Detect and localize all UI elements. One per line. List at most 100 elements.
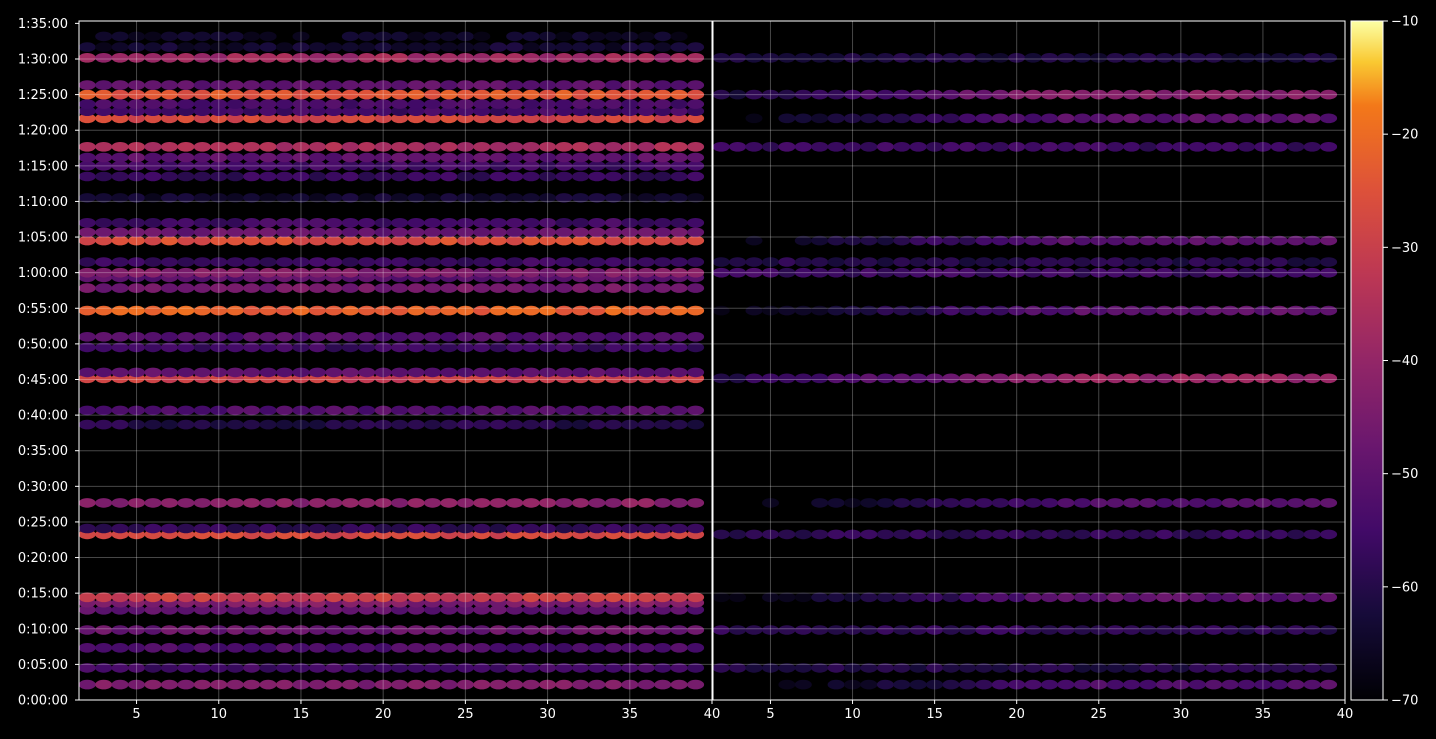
spectrogram-cell — [555, 193, 573, 203]
spectrogram-cell — [991, 373, 1009, 384]
spectrogram-cell — [193, 152, 211, 163]
spectrogram-cell — [160, 643, 178, 653]
spectrogram-cell — [456, 523, 474, 534]
spectrogram-cell — [177, 257, 195, 267]
spectrogram-cell — [325, 523, 343, 534]
spectrogram-cell — [473, 305, 491, 316]
spectrogram-cell — [539, 305, 557, 316]
spectrogram-cell — [79, 227, 96, 238]
spectrogram-cell — [111, 257, 129, 267]
spectrogram-cell — [745, 235, 763, 246]
spectrogram-cell — [975, 625, 993, 635]
spectrogram-cell — [654, 106, 672, 116]
spectrogram-cell — [424, 31, 441, 42]
spectrogram-cell — [308, 218, 326, 228]
spectrogram-cell — [391, 31, 409, 42]
spectrogram-cell — [762, 373, 779, 384]
spectrogram-cell — [506, 235, 524, 246]
spectrogram-cell — [778, 625, 796, 635]
spectrogram-cell — [79, 367, 96, 378]
spectrogram-cell — [654, 80, 672, 90]
spectrogram-cell — [811, 113, 829, 124]
spectrogram-cell — [1205, 529, 1223, 540]
spectrogram-cell — [1008, 89, 1026, 100]
spectrogram-cell — [456, 235, 474, 246]
spectrogram-cell — [440, 89, 458, 100]
spectrogram-cell — [745, 142, 763, 152]
spectrogram-cell — [374, 113, 392, 124]
spectrogram-cell — [522, 419, 540, 430]
spectrogram-cell — [177, 235, 195, 246]
spectrogram-cell — [79, 80, 96, 90]
spectrogram-cell — [1024, 267, 1042, 278]
spectrogram-cell — [654, 161, 672, 171]
spectrogram-cell — [1041, 142, 1058, 152]
spectrogram-cell — [572, 42, 589, 52]
spectrogram-cell — [374, 605, 392, 615]
spectrogram-cell — [621, 80, 639, 90]
spectrogram-cell — [177, 643, 195, 653]
spectrogram-cell — [325, 643, 343, 653]
spectrogram-cell — [827, 663, 845, 673]
spectrogram-cell — [374, 227, 392, 238]
spectrogram-cell — [259, 193, 277, 203]
spectrogram-cell — [942, 142, 960, 152]
spectrogram-cell — [1008, 257, 1026, 267]
spectrogram-cell — [637, 643, 655, 653]
spectrogram-cell — [193, 405, 211, 416]
spectrogram-cell — [128, 142, 145, 152]
spectrogram-cell — [1221, 53, 1239, 63]
spectrogram-cell — [160, 193, 178, 203]
spectrogram-cell — [1303, 498, 1321, 508]
spectrogram-cell — [687, 498, 705, 508]
spectrogram-cell — [572, 113, 589, 124]
spectrogram-cell — [506, 227, 524, 238]
spectrogram-cell — [1024, 235, 1042, 246]
spectrogram-cell — [79, 332, 96, 342]
spectrogram-cell — [473, 227, 491, 238]
spectrogram-cell — [79, 161, 96, 171]
spectrogram-cell — [539, 605, 557, 615]
spectrogram-cell — [1287, 267, 1305, 278]
spectrogram-cell — [358, 89, 376, 100]
spectrogram-cell — [440, 80, 458, 90]
spectrogram-cell — [456, 419, 474, 430]
spectrogram-cell — [604, 342, 622, 353]
spectrogram-cell — [111, 305, 129, 316]
spectrogram-cell — [522, 367, 540, 378]
spectrogram-cell — [1270, 267, 1288, 278]
spectrogram-cell — [745, 257, 763, 267]
spectrogram-cell — [1123, 267, 1141, 278]
spectrogram-cell — [243, 257, 261, 267]
spectrogram-cell — [604, 99, 622, 109]
spectrogram-cell — [259, 679, 277, 690]
spectrogram-cell — [762, 305, 779, 316]
spectrogram-cell — [926, 53, 944, 63]
spectrogram-cell — [1221, 267, 1239, 278]
spectrogram-cell — [522, 42, 540, 52]
spectrogram-cell — [1024, 53, 1042, 63]
spectrogram-cell — [341, 235, 359, 246]
spectrogram-cell — [1106, 592, 1124, 603]
spectrogram-cell — [276, 419, 293, 430]
spectrogram-cell — [1155, 498, 1173, 508]
spectrogram-cell — [358, 193, 376, 203]
spectrogram-cell — [522, 283, 540, 293]
spectrogram-cell — [292, 171, 310, 182]
spectrogram-cell — [621, 625, 639, 635]
spectrogram-cell — [325, 89, 343, 100]
spectrogram-cell — [572, 161, 589, 171]
spectrogram-cell — [958, 663, 976, 673]
spectrogram-cell — [440, 643, 458, 653]
spectrogram-cell — [374, 643, 392, 653]
spectrogram-cell — [144, 523, 162, 534]
spectrogram-cell — [95, 305, 113, 316]
spectrogram-cell — [555, 80, 573, 90]
spectrogram-cell — [177, 53, 195, 63]
spectrogram-cell — [1188, 679, 1206, 690]
spectrogram-cell — [325, 605, 343, 615]
spectrogram-cell — [572, 592, 589, 603]
spectrogram-cell — [95, 419, 113, 430]
spectrogram-cell — [243, 80, 261, 90]
spectrogram-cell — [177, 419, 195, 430]
